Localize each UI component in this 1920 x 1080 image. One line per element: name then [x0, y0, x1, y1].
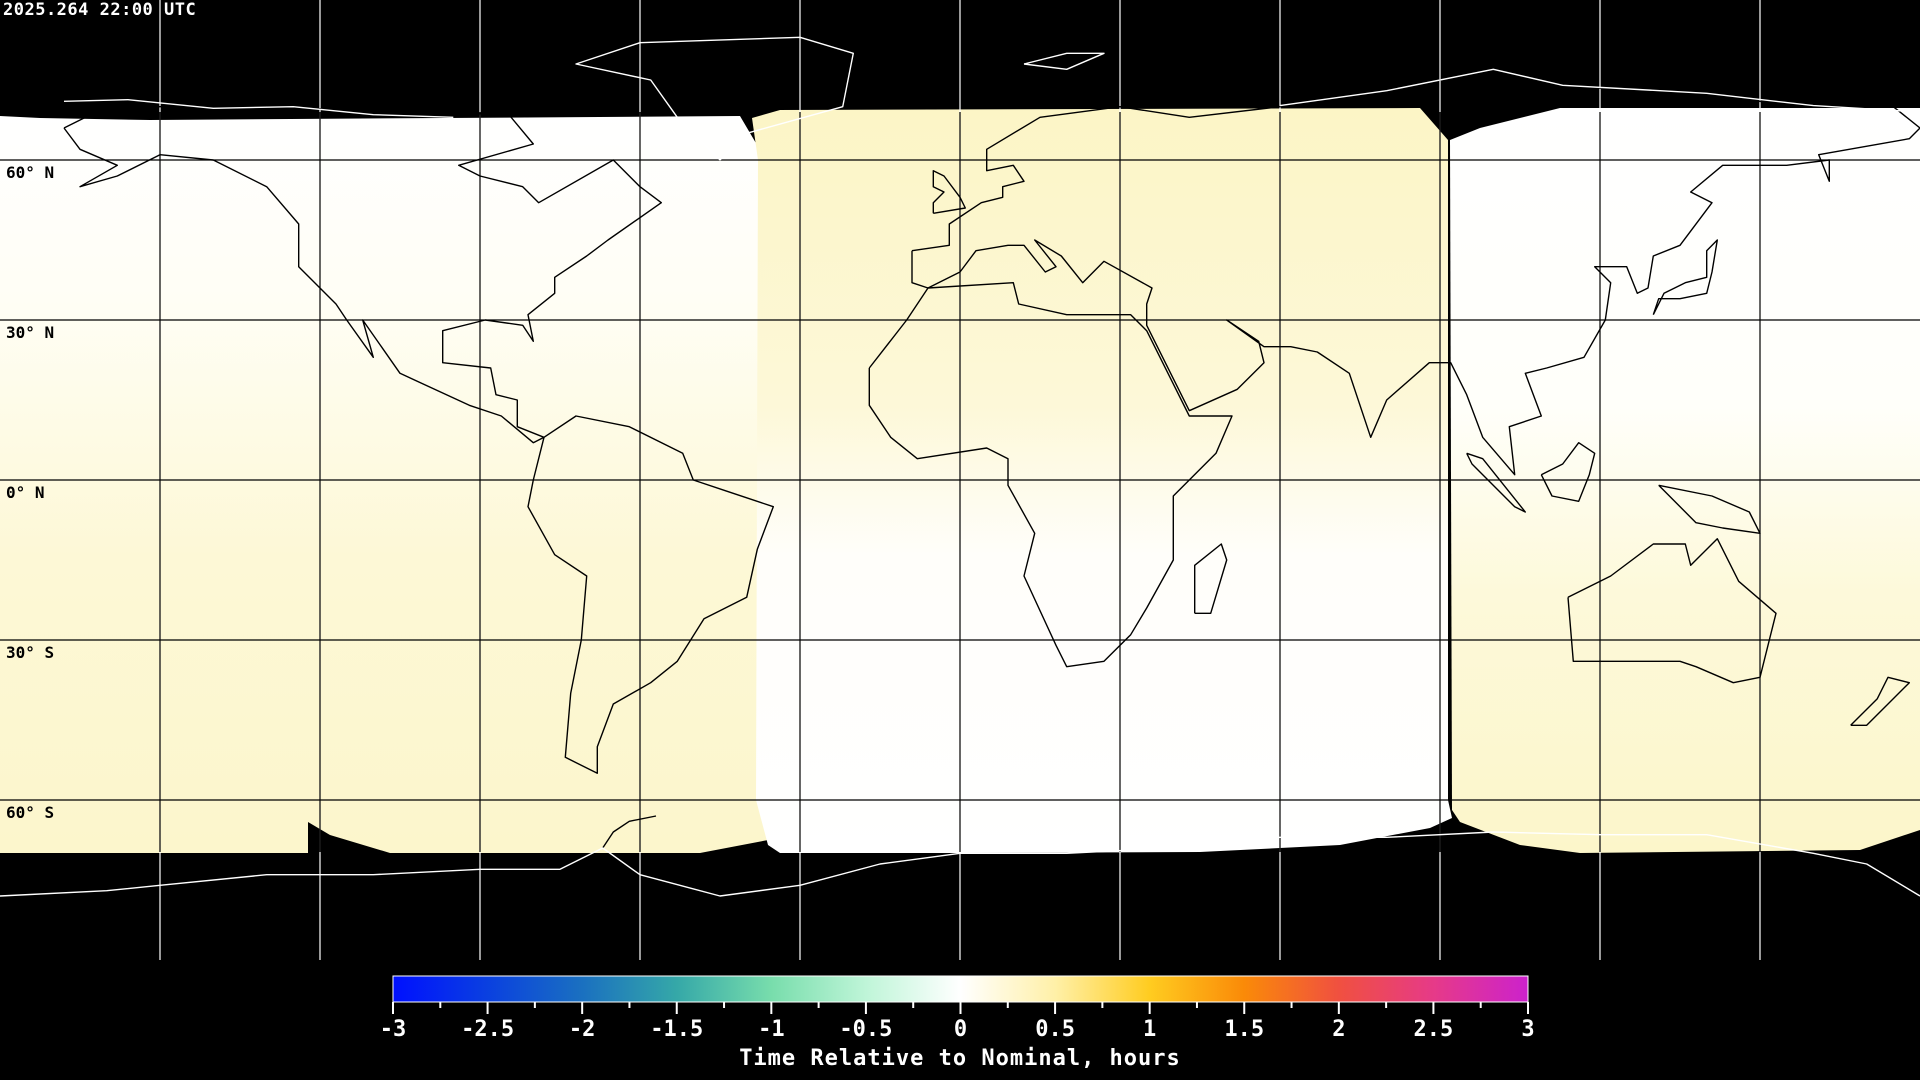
colorbar-gradient [392, 975, 1529, 1003]
coastline-new-guinea [1658, 484, 1761, 534]
coastline-antarctica [0, 831, 1920, 897]
coastline-britain [932, 169, 966, 214]
coastline-sumatra [1466, 452, 1527, 513]
coastline-africa [868, 282, 1233, 668]
coastline-australia [1567, 538, 1777, 684]
coastline-madagascar [1193, 543, 1228, 614]
coastlines [0, 36, 1920, 897]
colorbar-tick-label: 2 [1332, 1017, 1345, 1042]
coastline-north-america [63, 105, 662, 444]
coastline-antarctic-peninsula [602, 815, 657, 849]
colorbar-tick-label: 1.5 [1224, 1017, 1264, 1042]
lat-label-60s: 60° S [6, 803, 55, 822]
colorbar-tick-label: 0 [954, 1017, 967, 1042]
colorbar-tick-label: -1 [758, 1017, 785, 1042]
lat-label-30n: 30° N [6, 323, 55, 342]
colorbar-tick-label: 3 [1521, 1017, 1534, 1042]
colorbar-tick-label: 0.5 [1035, 1017, 1075, 1042]
coverage-region-west [0, 116, 768, 853]
timestamp-label: 2025.264 22:00 UTC [3, 0, 197, 20]
coastline-eurasia [911, 68, 1920, 476]
colorbar-tick-label: 1 [1143, 1017, 1156, 1042]
lat-lon-grid [159, 0, 1761, 960]
coastline-japan [1652, 239, 1719, 316]
lat-label-30s: 30° S [6, 643, 55, 662]
lat-label-60n: 60° N [6, 163, 55, 182]
colorbar-tick-label: -2 [569, 1017, 596, 1042]
coastline-new-zealand [1850, 676, 1911, 726]
colorbar-tick-label: -1.5 [650, 1017, 703, 1042]
coastline-siberia-coast [1279, 68, 1920, 113]
colorbar: -3 -2.5 -2 -1.5 -1 -0.5 0 0.5 1 1.5 2 2.5 3 [380, 975, 1535, 1042]
lat-label-0n: 0° N [6, 483, 45, 502]
coastline-south-america [527, 415, 774, 774]
colorbar-ticks: -3 -2.5 -2 -1.5 -1 -0.5 0 0.5 1 1.5 2 2.5 3 [380, 1002, 1535, 1042]
coastline-arctic-coast [63, 98, 454, 118]
colorbar-tick-label: -0.5 [839, 1017, 892, 1042]
colorbar-title: Time Relative to Nominal, hours [739, 1046, 1181, 1071]
coastline-svalbard [1023, 52, 1105, 71]
colorbar-tick-label: -3 [380, 1017, 407, 1042]
coastline-greenland [575, 36, 854, 161]
colorbar-tick-label: -2.5 [461, 1017, 514, 1042]
coastline-borneo [1540, 442, 1596, 502]
world-map [0, 0, 1920, 960]
colorbar-tick-label: 2.5 [1414, 1017, 1454, 1042]
